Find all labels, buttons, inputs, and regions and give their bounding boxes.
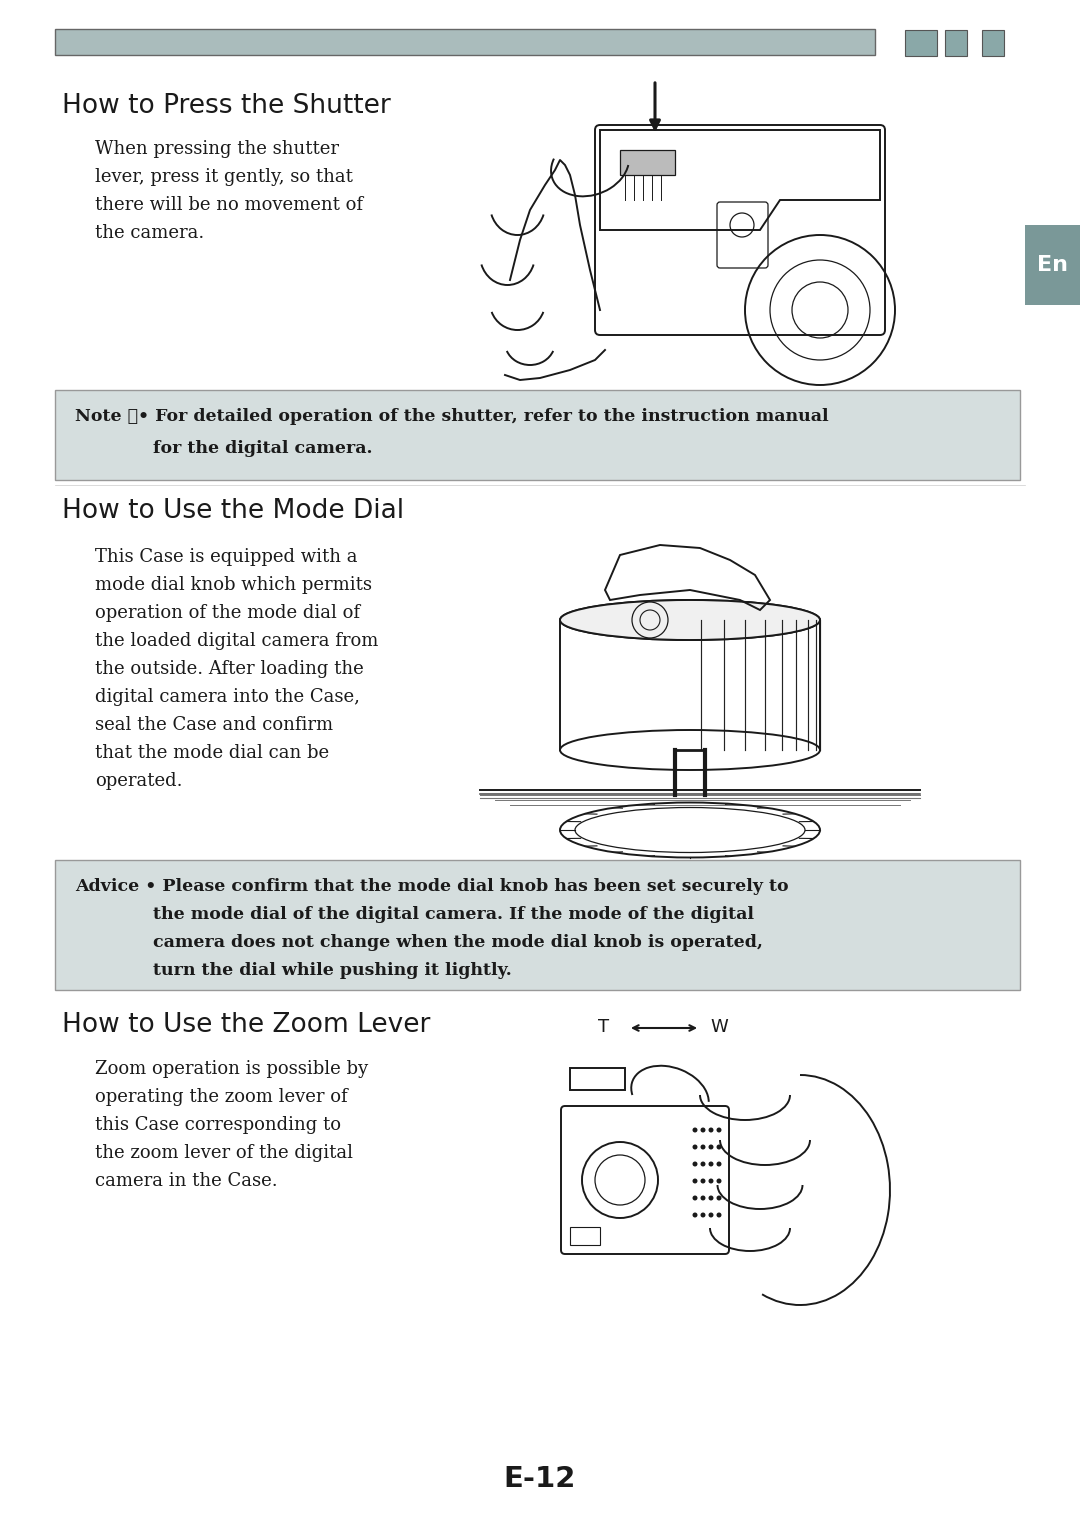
Text: turn the dial while pushing it lightly.: turn the dial while pushing it lightly.: [75, 963, 512, 979]
Text: the loaded digital camera from: the loaded digital camera from: [95, 632, 378, 650]
Circle shape: [716, 1212, 721, 1217]
Text: the mode dial of the digital camera. If the mode of the digital: the mode dial of the digital camera. If …: [75, 906, 754, 923]
Circle shape: [701, 1127, 705, 1133]
Circle shape: [701, 1196, 705, 1200]
Text: En: En: [1037, 254, 1068, 276]
Circle shape: [701, 1144, 705, 1150]
Circle shape: [692, 1196, 698, 1200]
Text: operated.: operated.: [95, 772, 183, 790]
Circle shape: [692, 1179, 698, 1183]
Circle shape: [708, 1144, 714, 1150]
Bar: [1025, 225, 1080, 305]
Text: this Case corresponding to: this Case corresponding to: [95, 1116, 341, 1135]
Circle shape: [708, 1127, 714, 1133]
Text: seal the Case and confirm: seal the Case and confirm: [95, 716, 333, 734]
Text: How to Use the Zoom Lever: How to Use the Zoom Lever: [62, 1011, 430, 1039]
Circle shape: [701, 1212, 705, 1217]
Circle shape: [701, 1162, 705, 1167]
Circle shape: [716, 1162, 721, 1167]
Text: operation of the mode dial of: operation of the mode dial of: [95, 605, 360, 621]
Text: camera does not change when the mode dial knob is operated,: camera does not change when the mode dia…: [75, 934, 762, 950]
Ellipse shape: [561, 600, 820, 640]
Text: mode dial knob which permits: mode dial knob which permits: [95, 576, 372, 594]
Text: the camera.: the camera.: [95, 224, 204, 242]
Text: the outside. After loading the: the outside. After loading the: [95, 659, 364, 678]
Bar: [570, 1228, 600, 1244]
Bar: [55, 860, 1020, 990]
Text: operating the zoom lever of: operating the zoom lever of: [95, 1087, 348, 1106]
Circle shape: [692, 1144, 698, 1150]
Text: T: T: [598, 1017, 609, 1036]
Circle shape: [708, 1179, 714, 1183]
Text: camera in the Case.: camera in the Case.: [95, 1173, 278, 1189]
Circle shape: [716, 1144, 721, 1150]
Text: there will be no movement of: there will be no movement of: [95, 196, 363, 215]
Circle shape: [708, 1162, 714, 1167]
Bar: [982, 30, 1004, 56]
Text: W: W: [710, 1017, 728, 1036]
Text: Zoom operation is possible by: Zoom operation is possible by: [95, 1060, 368, 1078]
Text: for the digital camera.: for the digital camera.: [75, 440, 373, 457]
Circle shape: [716, 1127, 721, 1133]
Circle shape: [701, 1179, 705, 1183]
Bar: [55, 29, 875, 55]
Circle shape: [716, 1196, 721, 1200]
Text: This Case is equipped with a: This Case is equipped with a: [95, 548, 357, 567]
Bar: [945, 30, 967, 56]
Bar: [570, 1068, 625, 1090]
Circle shape: [716, 1179, 721, 1183]
Circle shape: [692, 1212, 698, 1217]
Circle shape: [708, 1212, 714, 1217]
Text: Note ：• For detailed operation of the shutter, refer to the instruction manual: Note ：• For detailed operation of the sh…: [75, 408, 828, 425]
Bar: [620, 149, 675, 175]
Text: When pressing the shutter: When pressing the shutter: [95, 140, 339, 158]
Text: digital camera into the Case,: digital camera into the Case,: [95, 688, 360, 707]
Circle shape: [692, 1127, 698, 1133]
Text: E-12: E-12: [503, 1465, 577, 1493]
Text: the zoom lever of the digital: the zoom lever of the digital: [95, 1144, 353, 1162]
Text: How to Press the Shutter: How to Press the Shutter: [62, 93, 391, 119]
Text: that the mode dial can be: that the mode dial can be: [95, 745, 329, 762]
Text: Advice • Please confirm that the mode dial knob has been set securely to: Advice • Please confirm that the mode di…: [75, 877, 788, 896]
Text: How to Use the Mode Dial: How to Use the Mode Dial: [62, 498, 404, 524]
Bar: [55, 390, 1020, 480]
Circle shape: [692, 1162, 698, 1167]
Bar: [905, 30, 937, 56]
Circle shape: [708, 1196, 714, 1200]
Text: lever, press it gently, so that: lever, press it gently, so that: [95, 168, 353, 186]
